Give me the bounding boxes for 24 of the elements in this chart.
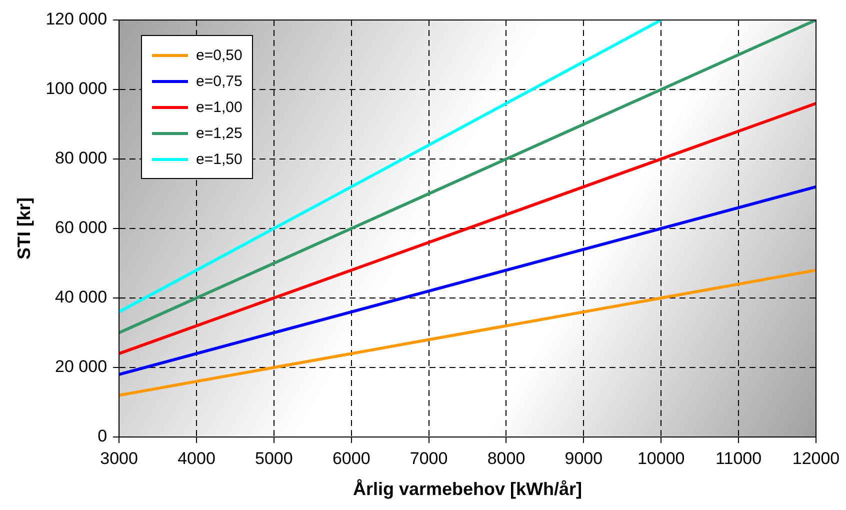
x-tick-label: 11000 [716, 448, 762, 468]
y-tick-label: 40 000 [55, 288, 108, 307]
y-tick-label: 0 [98, 426, 108, 446]
x-tick-label: 5000 [255, 448, 293, 468]
legend-label: e=1,50 [196, 150, 242, 168]
x-tick-label: 3000 [100, 448, 138, 468]
y-tick-label: 120 000 [46, 10, 108, 29]
legend-label: e=1,25 [196, 124, 242, 142]
y-tick-label: 100 000 [46, 79, 108, 98]
x-tick-label: 10000 [637, 448, 685, 468]
y-tick-label: 60 000 [55, 218, 108, 238]
x-tick-label: 7000 [410, 448, 448, 468]
y-axis-title: STI [kr] [14, 197, 34, 260]
x-axis-title: Årlig varmebehov [kWh/år] [352, 479, 582, 500]
y-tick-label: 80 000 [55, 148, 108, 168]
x-tick-label: 4000 [178, 448, 216, 468]
x-tick-label: 12000 [792, 448, 840, 468]
legend-label: e=1,00 [196, 98, 242, 116]
y-tick-label: 20 000 [55, 357, 108, 376]
legend-label: e=0,50 [196, 46, 242, 64]
x-tick-label: 9000 [564, 448, 603, 468]
x-tick-label: 6000 [332, 448, 370, 468]
x-tick-label: 8000 [487, 448, 526, 468]
legend-label: e=0,75 [196, 72, 242, 90]
